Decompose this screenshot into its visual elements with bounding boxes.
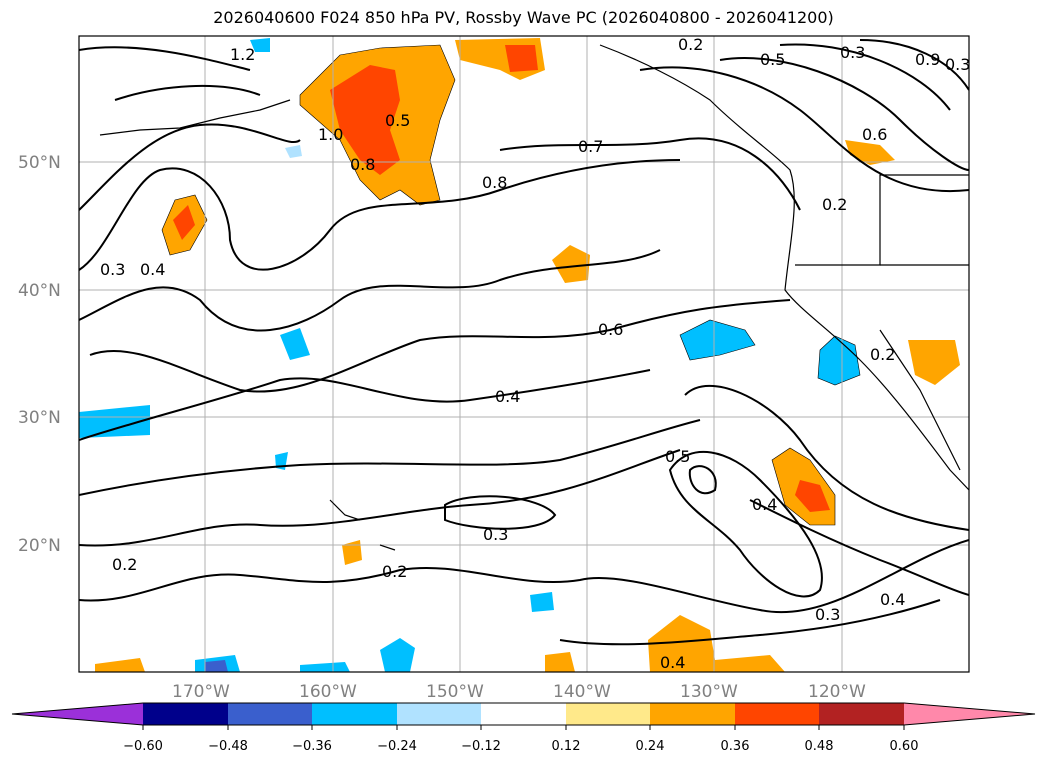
graticule bbox=[79, 36, 969, 672]
map-frame bbox=[78, 35, 970, 673]
contour-label: 0.2 bbox=[822, 195, 847, 214]
colorbar-segment bbox=[819, 703, 904, 725]
lat-label: 20°N bbox=[18, 536, 61, 556]
colorbar-tick-label: −0.24 bbox=[377, 739, 417, 754]
contour-label: 0.9 bbox=[915, 50, 940, 69]
coastlines bbox=[99, 44, 969, 551]
lon-label: 150°W bbox=[426, 682, 484, 702]
lat-label: 40°N bbox=[18, 281, 61, 301]
colorbar-segment bbox=[312, 703, 397, 725]
colorbar-segment bbox=[143, 703, 228, 725]
lon-label: 130°W bbox=[680, 682, 738, 702]
contour-label: 0.2 bbox=[382, 562, 407, 581]
contour-labels: 1.2 0.5 0.8 0.7 0.9 0.3 1.0 0.6 0.8 0.2 … bbox=[100, 35, 970, 672]
lat-label: 50°N bbox=[18, 153, 61, 173]
contour-label: 0.6 bbox=[598, 320, 623, 339]
contour-label: 0.4 bbox=[752, 495, 777, 514]
colorbar-tick-label: 0.12 bbox=[552, 739, 581, 754]
contour-label: 0.3 bbox=[815, 605, 840, 624]
contour-label: 0.3 bbox=[945, 55, 970, 74]
lon-label: 140°W bbox=[553, 682, 611, 702]
contour-label: 0.8 bbox=[350, 155, 375, 174]
contour-label: 0.2 bbox=[678, 35, 703, 54]
latitude-labels: 50°N 40°N 30°N 20°N bbox=[18, 153, 61, 556]
colorbar-tick-label: 0.60 bbox=[890, 739, 919, 754]
colorbar-segment bbox=[228, 703, 312, 725]
colorbar-tick-label: −0.48 bbox=[208, 739, 248, 754]
lon-label: 120°W bbox=[808, 682, 866, 702]
contour-label: 0.3 bbox=[483, 525, 508, 544]
contour-label: 0.3 bbox=[840, 43, 865, 62]
contour-label: 0.2 bbox=[112, 555, 137, 574]
shaded-anomalies bbox=[79, 38, 960, 672]
map-title: 2026040600 F024 850 hPa PV, Rossby Wave … bbox=[213, 8, 834, 27]
colorbar-tick-label: 0.48 bbox=[805, 739, 834, 754]
contour-label: 0.5 bbox=[760, 50, 785, 69]
longitude-labels: 170°W 160°W 150°W 140°W 130°W 120°W bbox=[172, 682, 866, 702]
contour-label: 0.4 bbox=[140, 260, 165, 279]
contour-label: 0.5 bbox=[385, 111, 410, 130]
lat-label: 30°N bbox=[18, 408, 61, 428]
contour-label: 0.3 bbox=[100, 260, 125, 279]
colorbar-segment bbox=[397, 703, 481, 725]
colorbar-extend-low bbox=[12, 703, 143, 725]
colorbar-tick-label: −0.12 bbox=[461, 739, 501, 754]
lon-label: 160°W bbox=[299, 682, 357, 702]
colorbar-segment bbox=[650, 703, 735, 725]
lon-label: 170°W bbox=[172, 682, 230, 702]
colorbar-segment bbox=[481, 703, 566, 725]
colorbar-segment bbox=[735, 703, 819, 725]
contour-label: 0.2 bbox=[870, 345, 895, 364]
contour-label: 0.4 bbox=[880, 590, 905, 609]
contour-label: 0.4 bbox=[495, 387, 520, 406]
colorbar-tick-label: −0.60 bbox=[123, 739, 163, 754]
colorbar-segment bbox=[566, 703, 650, 725]
colorbar-extend-high bbox=[904, 703, 1035, 725]
contour-label: 1.2 bbox=[230, 45, 255, 64]
colorbar: −0.60 −0.48 −0.36 −0.24 −0.12 0.12 0.24 … bbox=[11, 702, 1036, 754]
pv-contours bbox=[79, 39, 969, 646]
colorbar-tick-label: 0.24 bbox=[636, 739, 665, 754]
contour-label: 0.6 bbox=[862, 125, 887, 144]
contour-label: 0.8 bbox=[482, 173, 507, 192]
contour-label: 0.7 bbox=[578, 137, 603, 156]
contour-label: 1.0 bbox=[318, 125, 343, 144]
contour-label: 0.4 bbox=[660, 653, 685, 672]
colorbar-tick-label: −0.36 bbox=[292, 739, 332, 754]
contour-label: 0.5 bbox=[665, 447, 690, 466]
colorbar-tick-label: 0.36 bbox=[721, 739, 750, 754]
